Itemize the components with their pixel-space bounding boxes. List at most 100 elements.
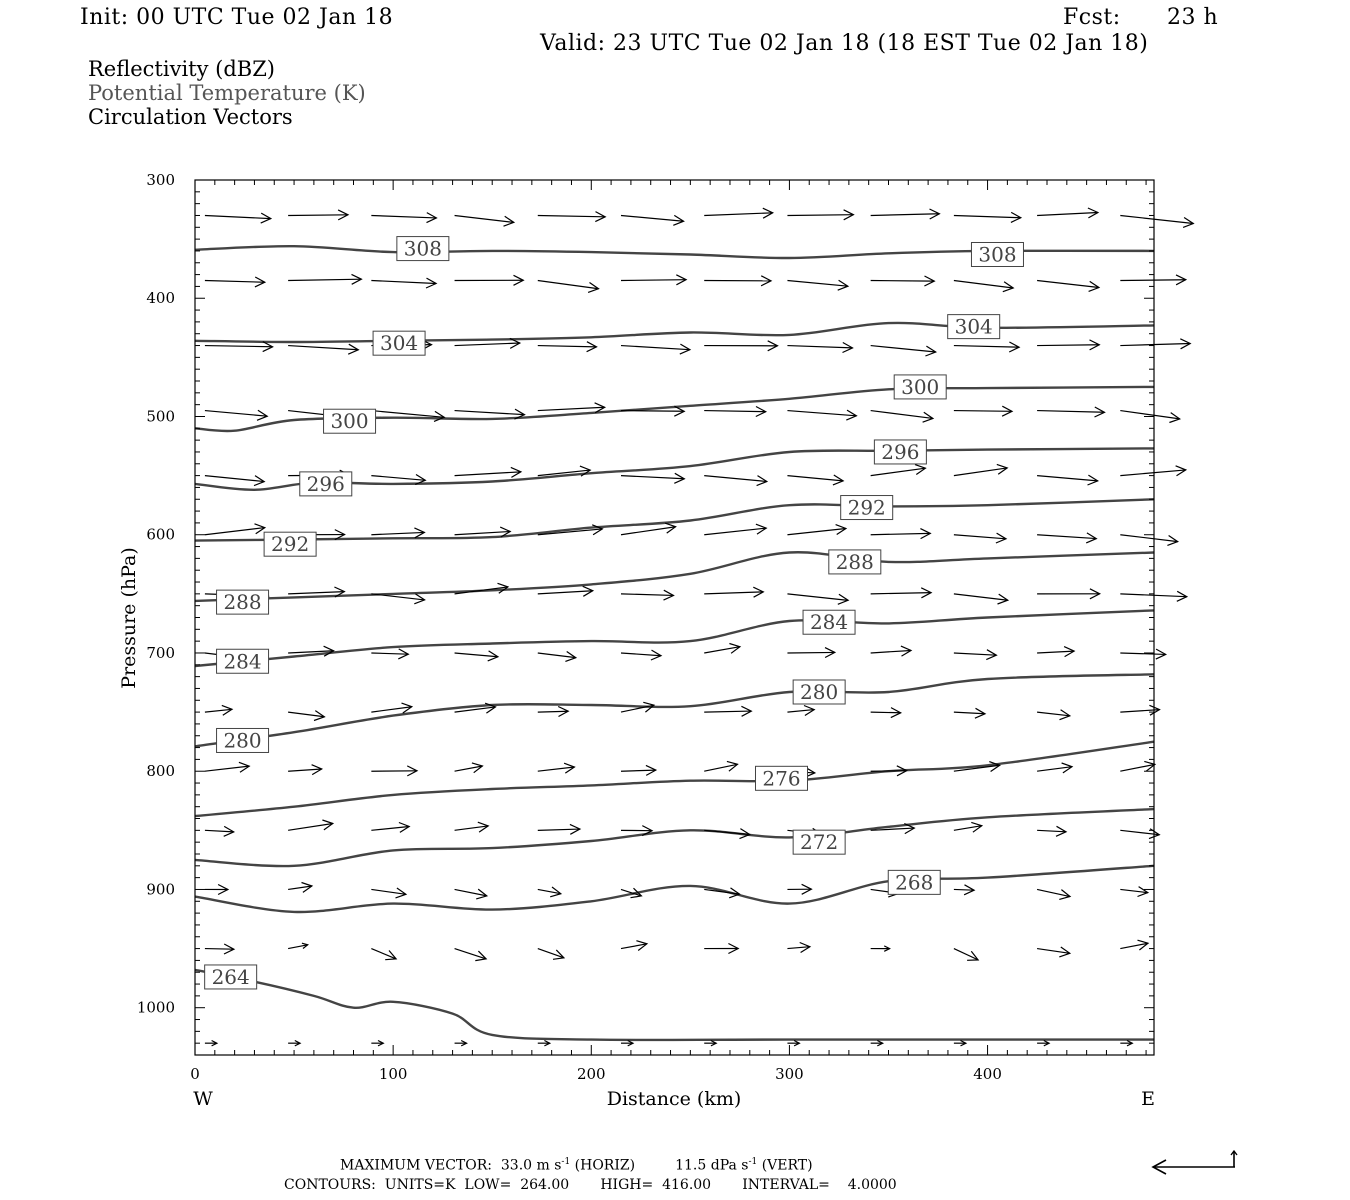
circulation-vector bbox=[953, 888, 975, 891]
x-axis-label: Distance (km) bbox=[607, 1088, 742, 1110]
circulation-vector bbox=[371, 279, 437, 285]
circulation-vector-head bbox=[254, 523, 267, 535]
contour-label-box bbox=[873, 439, 927, 465]
circulation-vector bbox=[204, 947, 234, 950]
x-tick-label: 100 bbox=[379, 1065, 408, 1083]
circulation-vector-head bbox=[591, 524, 604, 536]
circulation-vector-head bbox=[1089, 339, 1101, 351]
circulation-vector bbox=[371, 214, 437, 219]
circulation-vector-head bbox=[476, 888, 489, 900]
contour-label: 272 bbox=[800, 830, 838, 854]
contour-268 bbox=[194, 864, 1155, 914]
circulation-vector bbox=[288, 822, 333, 831]
circulation-vector-head bbox=[673, 214, 685, 226]
circulation-vector bbox=[787, 527, 846, 536]
circulation-vector-head bbox=[1087, 474, 1100, 486]
circulation-vector-head bbox=[728, 887, 741, 899]
y-tick-label: 400 bbox=[146, 289, 175, 307]
contour-label-box bbox=[396, 236, 450, 262]
circulation-vector-head bbox=[641, 825, 654, 837]
circulation-vector-head bbox=[729, 642, 742, 654]
circulation-vector-head bbox=[925, 345, 938, 357]
max-vector-horiz-exp: -1 bbox=[561, 1157, 571, 1167]
circulation-vector bbox=[1037, 344, 1100, 347]
circulation-vector-head bbox=[971, 821, 984, 833]
circulation-vector bbox=[1037, 711, 1070, 717]
circulation-vector-head bbox=[663, 589, 675, 601]
circulation-vector-head bbox=[877, 1039, 885, 1047]
circulation-vector-head bbox=[238, 761, 251, 773]
circulation-vector-head bbox=[1059, 709, 1072, 721]
circulation-vector bbox=[1037, 829, 1067, 833]
circulation-vector bbox=[454, 825, 489, 831]
contour-264 bbox=[194, 968, 1154, 1042]
circulation-vector bbox=[1037, 211, 1098, 217]
forecast-hour: 23 h bbox=[1167, 5, 1219, 30]
init-time: Init: 00 UTC Tue 02 Jan 18 bbox=[80, 5, 394, 30]
contour-label: 284 bbox=[223, 649, 261, 673]
circulation-vector bbox=[620, 344, 690, 351]
circulation-vector-head bbox=[846, 409, 858, 421]
reference-vector-head-up bbox=[1230, 1149, 1238, 1156]
circulation-vector bbox=[704, 763, 738, 772]
circulation-vector bbox=[1120, 469, 1186, 477]
circulation-vector-head bbox=[337, 209, 350, 221]
circulation-vector-head bbox=[832, 474, 845, 486]
circulation-vector-head bbox=[986, 649, 998, 661]
circulation-vector-head bbox=[799, 941, 812, 954]
circulation-vector bbox=[204, 214, 271, 220]
contour-label: 304 bbox=[955, 315, 993, 339]
circulation-vector-head bbox=[334, 586, 346, 598]
circulation-vector-head bbox=[650, 649, 663, 661]
circulation-vector bbox=[620, 943, 648, 950]
circulation-vector-head bbox=[1087, 207, 1100, 219]
circulation-vector-head bbox=[643, 701, 656, 713]
circulation-vectors bbox=[204, 207, 1195, 1047]
circulation-vector bbox=[787, 214, 854, 217]
circulation-vector bbox=[454, 652, 498, 658]
circulation-vector bbox=[704, 888, 740, 895]
circulation-vector-head bbox=[294, 1039, 302, 1047]
circulation-vector bbox=[1120, 652, 1166, 656]
circulation-vector-head bbox=[1043, 1039, 1051, 1047]
circulation-vector-head bbox=[762, 207, 775, 219]
circulation-vector bbox=[1120, 709, 1160, 713]
circulation-vector bbox=[620, 704, 655, 713]
y-tick-label: 300 bbox=[146, 171, 175, 189]
circulation-vector-head bbox=[896, 765, 909, 777]
circulation-vector bbox=[620, 888, 642, 897]
circulation-vector bbox=[288, 944, 308, 950]
circulation-vector bbox=[371, 475, 426, 481]
forecast-label: Fcst: bbox=[1063, 5, 1121, 30]
circulation-vector bbox=[454, 765, 483, 772]
contour-label-box bbox=[792, 829, 846, 855]
circulation-vector-head bbox=[510, 466, 523, 478]
circulation-vector bbox=[1037, 279, 1099, 289]
circulation-vector-head bbox=[793, 1039, 801, 1047]
circulation-vector bbox=[454, 530, 511, 536]
circulation-vector-head bbox=[414, 593, 426, 605]
circulation-vector-head bbox=[837, 593, 850, 605]
max-vector-text: MAXIMUM VECTOR: 33.0 m s-1 (HORIZ) 11.5 … bbox=[340, 1157, 813, 1174]
contour-label-box bbox=[840, 495, 894, 521]
circulation-vector-head bbox=[550, 886, 563, 898]
circulation-vector bbox=[953, 593, 1008, 601]
contour-label-box bbox=[792, 679, 846, 705]
circulation-vector-head bbox=[311, 764, 324, 776]
circulation-vector-head bbox=[401, 702, 414, 714]
circulation-vector bbox=[620, 279, 687, 282]
circulation-vector bbox=[1037, 947, 1070, 954]
circulation-vector bbox=[787, 708, 815, 713]
circulation-vector-head bbox=[1010, 211, 1023, 223]
circulation-vector bbox=[620, 409, 685, 412]
circulation-vector-head bbox=[756, 475, 769, 487]
circulation-vector-head bbox=[741, 705, 753, 717]
contour-label-box bbox=[204, 964, 258, 990]
circulation-vector-head bbox=[636, 940, 649, 951]
contour-label: 292 bbox=[271, 532, 309, 556]
circulation-vector-head bbox=[1061, 762, 1074, 774]
circulation-vector-head bbox=[544, 1039, 552, 1047]
contour-label: 288 bbox=[836, 550, 874, 574]
circulation-vector bbox=[870, 827, 915, 831]
reference-vector bbox=[1151, 1149, 1238, 1175]
